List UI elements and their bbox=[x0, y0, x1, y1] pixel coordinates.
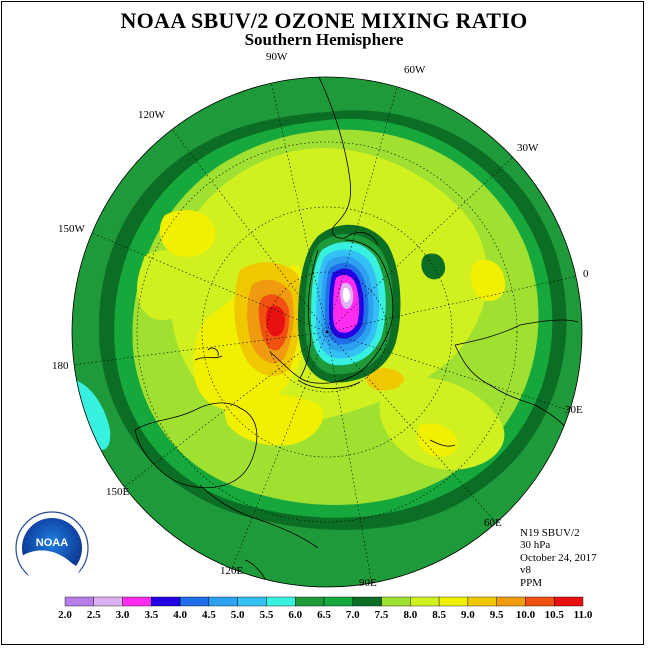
colorbar-swatch bbox=[525, 596, 555, 607]
info-units: PPM bbox=[520, 576, 543, 589]
colorbar-tick-label: 5.5 bbox=[260, 609, 274, 621]
field-10-5 bbox=[265, 305, 285, 337]
colorbar-swatch bbox=[496, 596, 526, 607]
map-title: NOAA SBUV/2 OZONE MIXING RATIO bbox=[120, 8, 528, 33]
colorbar-tick-label: 2.0 bbox=[58, 609, 72, 621]
colorbar-tick-label: 7.0 bbox=[346, 609, 360, 621]
graticule bbox=[72, 77, 582, 586]
info-block: N19 SBUV/2 30 hPa October 24, 2017 v8 PP… bbox=[520, 527, 597, 589]
colorbar-tick-label: 11.0 bbox=[574, 609, 593, 621]
colorbar-swatch bbox=[179, 596, 210, 607]
colorbar-tick-label: 9.5 bbox=[490, 609, 504, 621]
colorbar-tick-label: 4.5 bbox=[202, 609, 216, 621]
colorbar-swatch bbox=[410, 596, 440, 607]
colorbar-tick-label: 9.0 bbox=[461, 609, 475, 621]
field-8-5 bbox=[159, 210, 216, 258]
colorbar-swatch bbox=[323, 596, 353, 607]
info-satellite: N19 SBUV/2 bbox=[520, 527, 580, 539]
colorbar-swatch bbox=[295, 596, 325, 607]
lon-label-90w: 90W bbox=[266, 51, 288, 63]
colorbar-tick-label: 10.5 bbox=[545, 609, 565, 621]
ozone-field bbox=[72, 77, 582, 587]
colorbar-tick-label: 3.0 bbox=[116, 609, 130, 621]
info-version: v8 bbox=[520, 564, 531, 577]
colorbar-swatch bbox=[554, 596, 584, 607]
colorbar-tick-label: 5.0 bbox=[231, 609, 245, 621]
colorbar-swatch bbox=[352, 596, 382, 607]
lon-label-30e: 30E bbox=[565, 404, 583, 416]
colorbar-swatch bbox=[93, 596, 123, 607]
noaa-logo: NOAA bbox=[15, 511, 89, 590]
info-date: October 24, 2017 bbox=[520, 551, 597, 564]
colorbar-tick-label: 2.5 bbox=[87, 609, 101, 621]
colorbar-tick-label: 6.5 bbox=[317, 609, 331, 621]
colorbar-tick-label: 3.5 bbox=[144, 609, 158, 621]
colorbar-swatch bbox=[151, 596, 181, 607]
colorbar-swatch bbox=[122, 596, 152, 607]
lon-label-60w: 60W bbox=[404, 64, 426, 76]
lon-label-0: 0 bbox=[583, 268, 589, 280]
noaa-logo-text: NOAA bbox=[36, 537, 68, 549]
colorbar-tick-label: 8.0 bbox=[403, 609, 417, 621]
colorbar-tick-label: 10.0 bbox=[516, 609, 536, 621]
lon-label-90e: 90E bbox=[359, 577, 377, 589]
lon-label-30w: 30W bbox=[517, 142, 539, 154]
lon-label-120e: 120E bbox=[220, 565, 244, 577]
lon-label-180: 180 bbox=[52, 360, 69, 372]
colorbar-swatch bbox=[64, 596, 94, 607]
colorbar-swatch bbox=[467, 596, 497, 607]
colorbar-tick-label: 6.0 bbox=[288, 609, 302, 621]
colorbar-swatch bbox=[438, 596, 469, 607]
lon-label-150e: 150E bbox=[106, 486, 130, 498]
colorbar-tick-label: 4.0 bbox=[173, 609, 187, 621]
lon-label-60e: 60E bbox=[484, 517, 502, 529]
colorbar-swatch bbox=[237, 596, 267, 607]
colorbar-tick-label: 8.5 bbox=[432, 609, 446, 621]
info-level: 30 hPa bbox=[520, 539, 551, 552]
colorbar-swatch bbox=[266, 596, 296, 607]
colorbar: 2.0 2.5 3.0 3.5 4.0 4.5 5.0 5.5 6.0 6.5 7.0 7.5 8.0 8… bbox=[58, 596, 593, 621]
lon-label-150w: 150W bbox=[58, 223, 85, 235]
lon-label-120w: 120W bbox=[138, 109, 165, 121]
colorbar-swatch bbox=[381, 596, 411, 607]
map-boundary bbox=[71, 76, 583, 588]
colorbar-swatch bbox=[208, 596, 238, 607]
map-subtitle: Southern Hemisphere bbox=[244, 30, 404, 49]
colorbar-tick-label: 7.5 bbox=[375, 609, 389, 621]
